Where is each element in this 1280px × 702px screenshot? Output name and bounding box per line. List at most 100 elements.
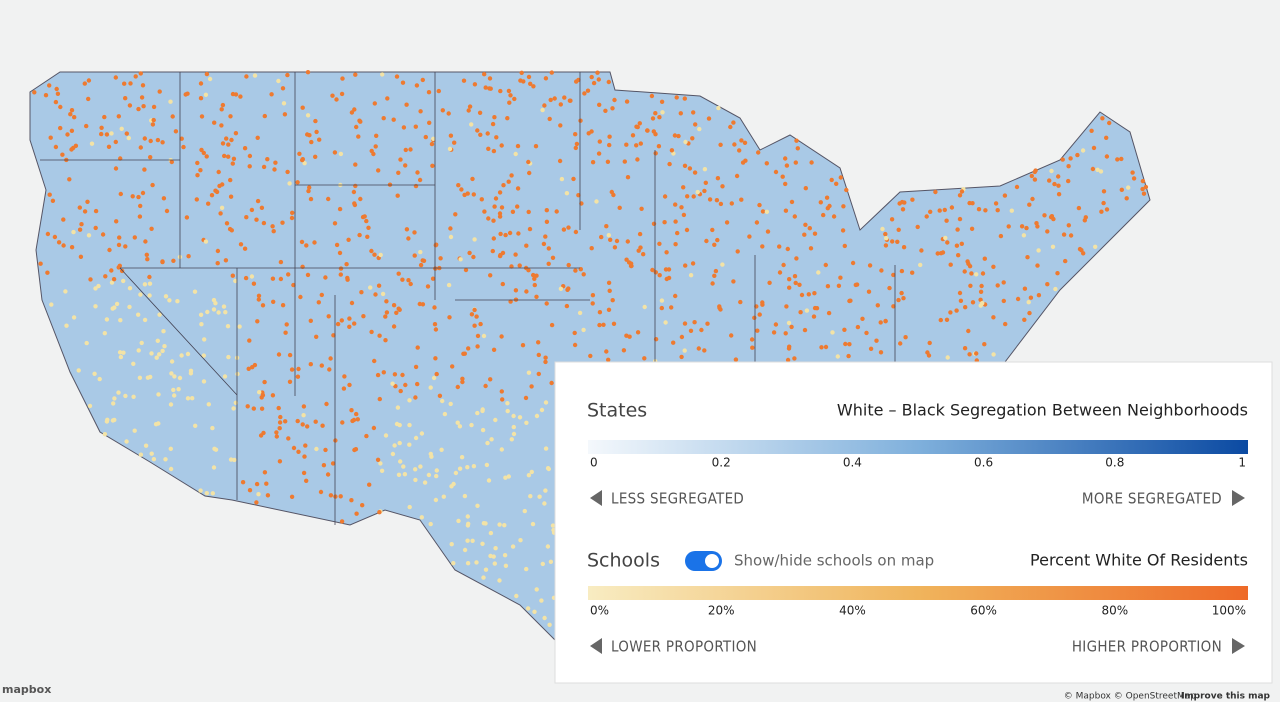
school-dot (255, 198, 261, 204)
school-dot (1107, 120, 1112, 126)
school-dot (684, 227, 690, 233)
school-dot (676, 133, 681, 139)
school-dot (611, 321, 617, 326)
school-dot (1019, 224, 1025, 229)
school-dot (53, 99, 59, 105)
school-dot (261, 164, 267, 170)
school-dot (497, 253, 503, 259)
school-dot (291, 445, 297, 451)
school-dot (52, 234, 58, 240)
school-dot (528, 81, 533, 87)
school-dot (486, 146, 491, 151)
school-dot (446, 282, 452, 288)
school-dot (212, 120, 217, 125)
school-dot (377, 510, 382, 515)
school-dot (739, 197, 744, 202)
school-dot (69, 245, 75, 250)
school-dot (482, 209, 487, 214)
school-dot (440, 108, 445, 113)
school-dot (1050, 244, 1056, 249)
school-dot (874, 338, 879, 343)
school-dot (219, 123, 224, 128)
school-dot (116, 114, 122, 119)
school-dot (690, 136, 695, 141)
school-dot (548, 559, 554, 564)
school-dot (142, 317, 148, 323)
school-dot (137, 214, 143, 219)
school-dot (673, 242, 678, 247)
improve-link[interactable]: Improve this map (1181, 692, 1271, 702)
school-dot (547, 622, 552, 627)
school-dot (672, 133, 678, 138)
school-dot (50, 198, 56, 203)
toggle[interactable] (685, 551, 722, 571)
school-dot (156, 392, 161, 397)
school-dot (369, 148, 374, 154)
school-dot (702, 348, 707, 353)
school-dot (383, 314, 388, 319)
toggle-label[interactable]: Show/hide schools on map (734, 552, 934, 570)
school-dot (111, 401, 116, 406)
school-dot (1053, 286, 1058, 292)
school-dot (1099, 209, 1104, 214)
school-dot (210, 425, 215, 431)
school-dot (347, 324, 352, 329)
school-dot (270, 276, 276, 281)
school-dot (831, 214, 837, 219)
school-dot (215, 261, 220, 266)
toggle-knob[interactable] (705, 554, 719, 568)
school-dot (436, 88, 441, 94)
school-dot (526, 159, 531, 165)
school-dot (251, 281, 257, 286)
school-dot (38, 261, 43, 266)
school-dot (43, 93, 49, 98)
school-dot (967, 200, 972, 206)
school-dot (621, 348, 627, 353)
school-dot (375, 372, 381, 378)
school-dot (462, 547, 468, 553)
school-dot (139, 95, 145, 100)
school-dot (142, 282, 148, 287)
school-dot (606, 357, 611, 362)
school-dot (432, 305, 437, 310)
school-dot (731, 279, 736, 284)
school-dot (475, 503, 480, 508)
school-dot (465, 191, 470, 196)
tick-label: 80% (1101, 604, 1128, 618)
school-dot (117, 263, 123, 268)
school-dot (795, 146, 800, 151)
school-dot (397, 307, 402, 312)
school-dot (1049, 168, 1054, 174)
school-dot (521, 79, 526, 84)
school-dot (674, 95, 679, 100)
school-dot (1060, 157, 1065, 162)
school-dot (729, 333, 734, 338)
tick-label: 20% (708, 604, 735, 618)
school-dot (771, 330, 777, 335)
school-dot (184, 215, 190, 220)
school-dot (864, 330, 869, 336)
school-dot (255, 135, 260, 140)
school-dot (750, 345, 755, 350)
school-dot (304, 478, 309, 483)
school-dot (261, 220, 267, 226)
school-dot (203, 239, 209, 244)
school-dot (474, 560, 479, 565)
school-dot (438, 256, 443, 261)
school-dot (657, 241, 662, 246)
school-dot (143, 239, 148, 244)
school-dot (289, 494, 295, 499)
school-dot (349, 300, 355, 306)
school-dot (472, 237, 477, 242)
school-dot (692, 170, 698, 175)
school-dot (559, 176, 565, 182)
school-dot (412, 253, 417, 258)
school-dot (471, 464, 477, 469)
school-dot (344, 262, 349, 267)
school-dot (227, 226, 233, 232)
school-dot (379, 468, 385, 473)
states-low-label: LESS SEGREGATED (611, 490, 744, 508)
school-dot (793, 160, 798, 165)
school-dot (548, 97, 553, 103)
school-dot (82, 209, 88, 214)
